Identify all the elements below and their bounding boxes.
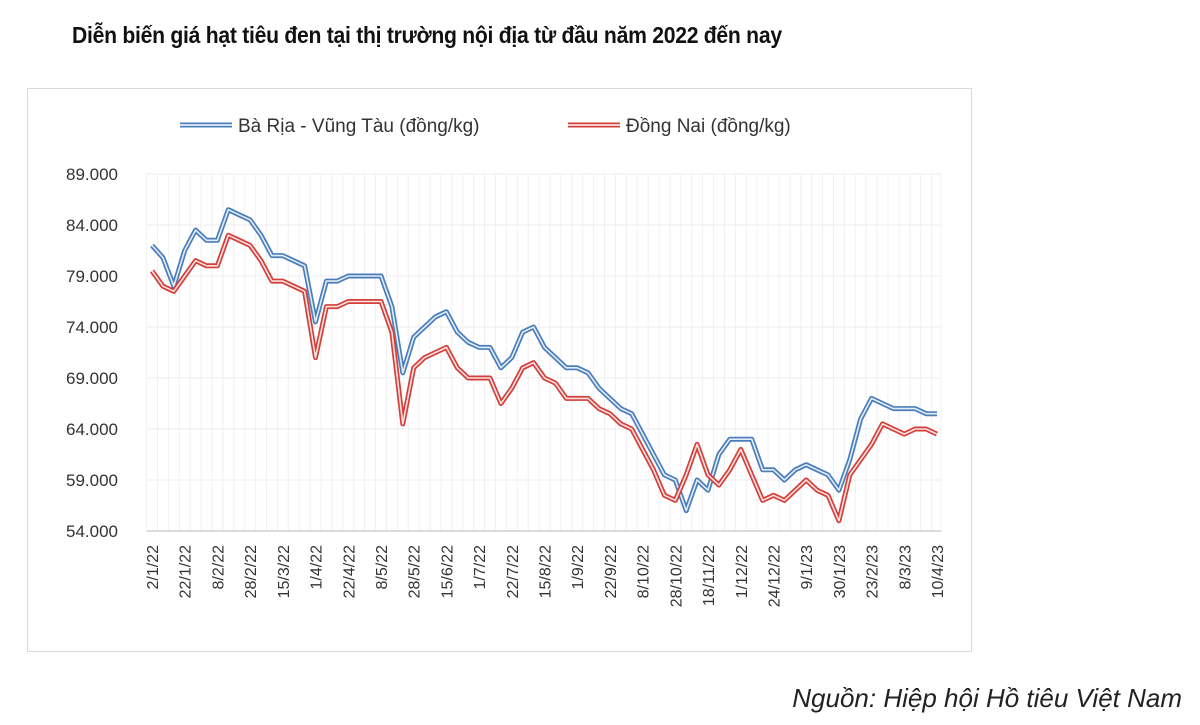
x-tick-label: 22/7/22 [505, 545, 522, 598]
y-tick-label: 89.000 [66, 165, 118, 184]
x-tick-label: 28/10/22 [668, 545, 685, 607]
y-tick-label: 64.000 [66, 420, 118, 439]
x-tick-label: 22/4/22 [341, 545, 358, 598]
legend-label: Bà Rịa - Vũng Tàu (đồng/kg) [238, 116, 480, 137]
source-note: Nguồn: Hiệp hội Hồ tiêu Việt Nam [792, 683, 1182, 713]
y-tick-label: 79.000 [66, 267, 118, 286]
chart-title: Diễn biến giá hạt tiêu đen tại thị trườn… [72, 22, 782, 48]
x-tick-label: 1/12/22 [734, 545, 751, 598]
x-tick-label: 1/7/22 [472, 545, 489, 590]
chart-frame [27, 88, 972, 652]
x-tick-label: 22/9/22 [603, 545, 620, 598]
x-tick-label: 8/5/22 [374, 545, 391, 590]
y-tick-label: 69.000 [66, 369, 118, 388]
x-tick-label: 28/2/22 [243, 545, 260, 598]
x-tick-label: 18/11/22 [701, 545, 718, 606]
x-tick-label: 8/10/22 [636, 545, 653, 598]
x-tick-label: 2/1/22 [145, 545, 162, 590]
x-tick-label: 15/8/22 [538, 545, 555, 598]
x-tick-label: 8/2/22 [210, 545, 227, 590]
x-tick-label: 22/1/22 [178, 545, 195, 598]
x-tick-label: 15/3/22 [276, 545, 293, 598]
x-tick-label: 23/2/23 [865, 545, 882, 598]
x-tick-label: 10/4/23 [930, 545, 947, 598]
y-tick-label: 59.000 [66, 471, 118, 490]
x-tick-label: 8/3/23 [897, 545, 914, 590]
y-tick-label: 54.000 [66, 522, 118, 541]
x-tick-label: 1/4/22 [309, 545, 326, 590]
x-tick-label: 30/1/23 [832, 545, 849, 598]
legend-label: Đồng Nai (đồng/kg) [626, 116, 791, 137]
series-line-0 [150, 207, 937, 514]
x-tick-label: 24/12/22 [766, 545, 783, 607]
y-tick-label: 84.000 [66, 216, 118, 235]
x-tick-label: 9/1/23 [799, 545, 816, 590]
x-tick-label: 1/9/22 [570, 545, 587, 590]
x-tick-label: 28/5/22 [407, 545, 424, 598]
y-tick-label: 74.000 [66, 318, 118, 337]
x-tick-label: 15/6/22 [439, 545, 456, 598]
